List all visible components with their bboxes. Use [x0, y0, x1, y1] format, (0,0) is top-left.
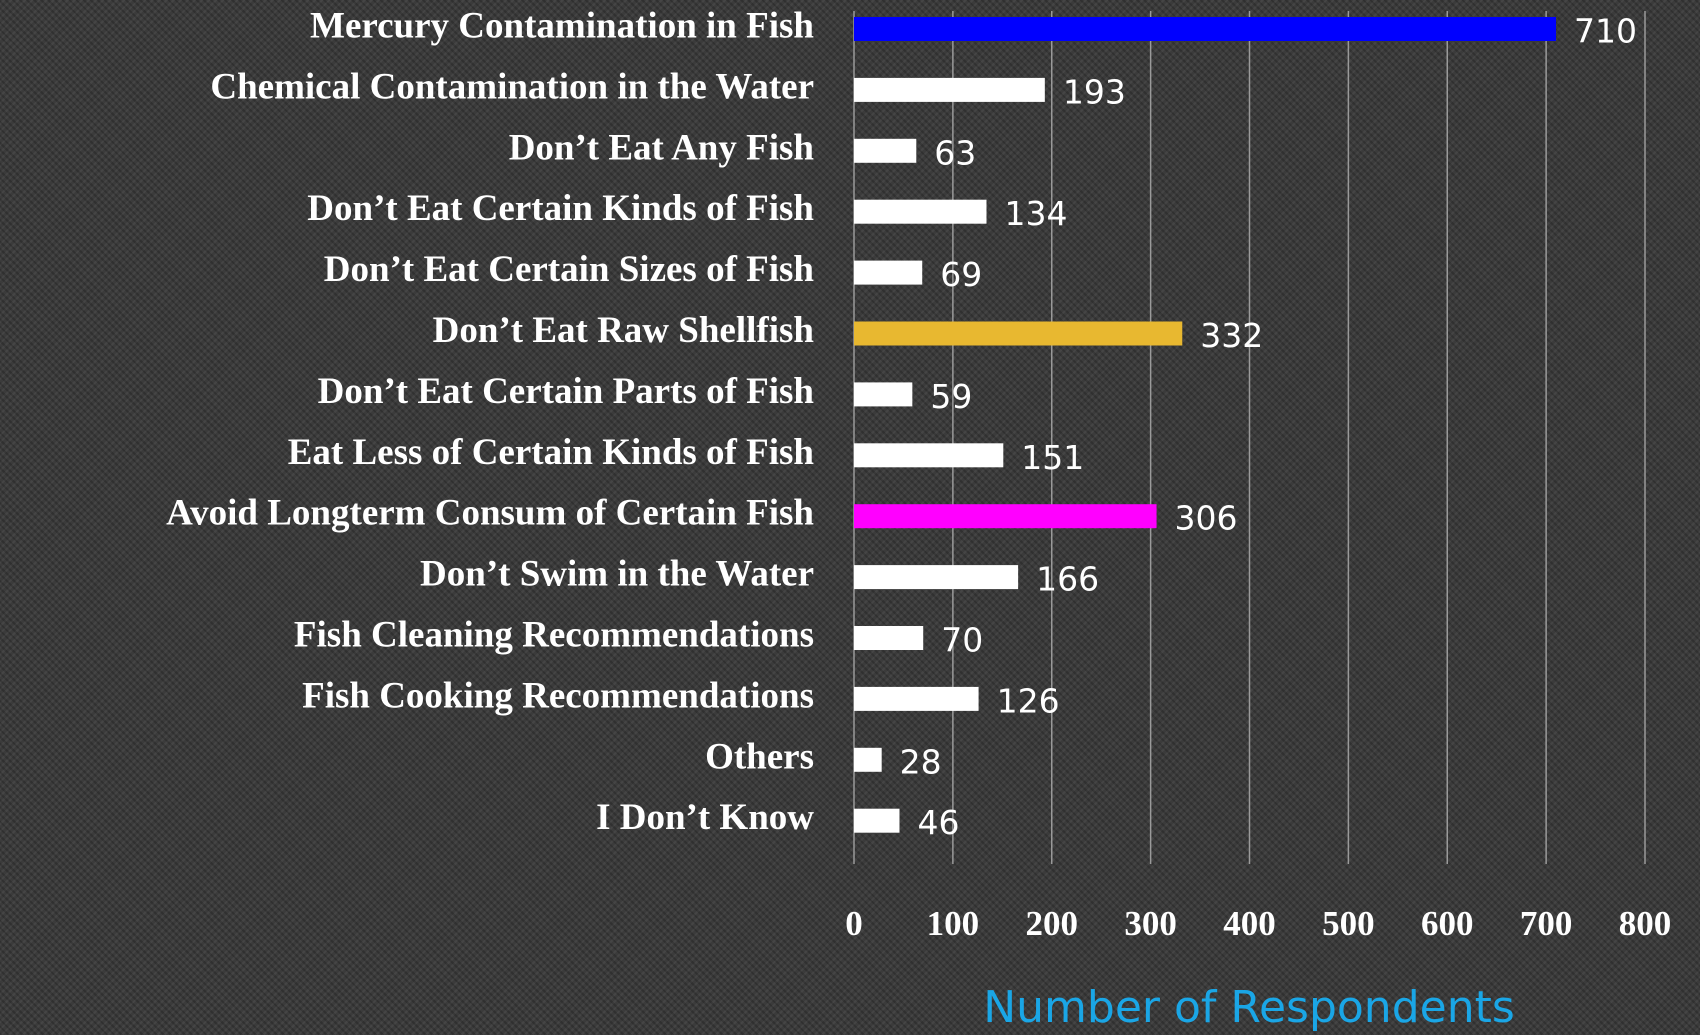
x-tick-label: 200: [1026, 904, 1079, 943]
category-label: Eat Less of Certain Kinds of Fish: [288, 432, 815, 473]
value-label: 332: [1200, 316, 1263, 355]
bar: [854, 321, 1183, 346]
bar: [854, 626, 924, 650]
bar: [854, 382, 913, 407]
bar: [854, 686, 979, 711]
value-label: 69: [940, 255, 982, 294]
value-label: 70: [941, 621, 983, 660]
category-label: Don’t Eat Certain Kinds of Fish: [307, 188, 814, 229]
category-label: I Don’t Know: [596, 797, 814, 838]
value-label: 126: [997, 681, 1060, 720]
value-label: 151: [1021, 438, 1084, 477]
x-tick-label: 500: [1322, 904, 1375, 943]
x-tick-label: 600: [1421, 904, 1474, 943]
bar: [854, 260, 923, 285]
value-label: 59: [930, 377, 972, 416]
category-label: Don’t Swim in the Water: [420, 554, 814, 595]
bar: [854, 565, 1019, 590]
value-label: 166: [1036, 560, 1099, 599]
x-tick-label: 100: [927, 904, 980, 943]
x-tick-label: 300: [1124, 904, 1177, 943]
value-label: 28: [900, 742, 942, 781]
category-label: Mercury Contamination in Fish: [310, 5, 814, 46]
bar: [854, 77, 1045, 102]
value-label: 306: [1175, 499, 1238, 538]
bar: [854, 747, 882, 772]
bar: [854, 199, 987, 224]
category-label: Chemical Contamination in the Water: [210, 66, 814, 107]
category-label: Fish Cooking Recommendations: [302, 675, 814, 716]
category-label: Others: [705, 736, 814, 777]
value-label: 710: [1574, 12, 1637, 51]
x-tick-label: 800: [1619, 904, 1672, 943]
value-label: 63: [934, 133, 976, 172]
value-label: 134: [1004, 194, 1067, 233]
value-label: 193: [1063, 72, 1126, 111]
category-label: Don’t Eat Any Fish: [509, 127, 815, 168]
x-tick-label: 700: [1520, 904, 1573, 943]
x-axis-label: Number of Respondents: [983, 982, 1515, 1033]
category-label: Don’t Eat Raw Shellfish: [433, 310, 815, 351]
x-tick-label: 400: [1223, 904, 1276, 943]
bar: [854, 504, 1157, 529]
category-label: Don’t Eat Certain Parts of Fish: [318, 371, 815, 412]
bar: [854, 443, 1004, 468]
category-label: Avoid Longterm Consum of Certain Fish: [166, 493, 814, 534]
bar: [854, 17, 1557, 41]
bar: [854, 138, 917, 163]
category-label: Fish Cleaning Recommendations: [294, 614, 814, 655]
value-label: 46: [917, 803, 959, 842]
x-tick-label: 0: [845, 904, 863, 943]
category-label: Don’t Eat Certain Sizes of Fish: [324, 249, 815, 290]
bar: [854, 808, 900, 833]
